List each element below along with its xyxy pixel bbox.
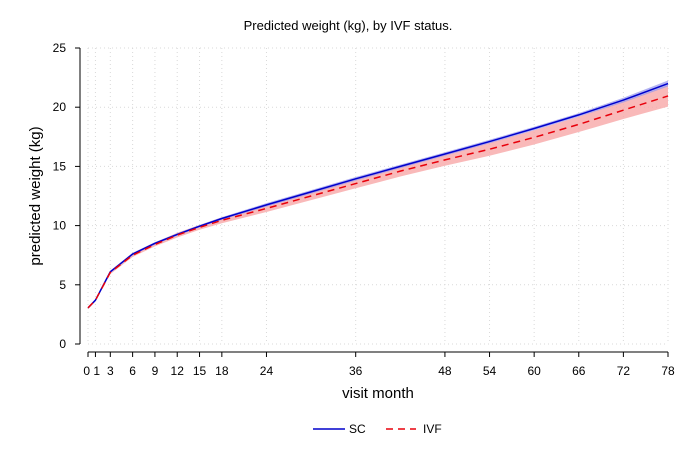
x-tick-label: 66 [572, 364, 586, 378]
y-tick-label: 15 [53, 159, 67, 173]
x-tick-label: 12 [171, 364, 185, 378]
x-tick-label: 60 [527, 364, 541, 378]
x-tick-label: 0 [83, 364, 90, 378]
y-tick-label: 20 [53, 100, 67, 114]
x-tick-label: 72 [617, 364, 631, 378]
legend-label-sc: SC [349, 422, 366, 436]
chart-title: Predicted weight (kg), by IVF status. [244, 18, 453, 33]
series-line-layer [87, 82, 669, 309]
legend-label-ivf: IVF [423, 422, 442, 436]
grid-layer [87, 47, 669, 345]
ci-band-ivf [88, 85, 668, 310]
axis-layer [79, 48, 668, 353]
series-line-ivf [87, 95, 669, 309]
x-axis-label: visit month [342, 385, 414, 402]
x-tick-label: 3 [107, 364, 114, 378]
x-tick-label: 18 [215, 364, 229, 378]
x-tick-label: 78 [661, 364, 675, 378]
y-axis-label: predicted weight (kg) [27, 126, 44, 265]
x-tick-label: 15 [193, 364, 207, 378]
y-tick-label: 5 [59, 278, 66, 292]
x-tick-label: 48 [438, 364, 452, 378]
x-tick-label: 1 [93, 364, 100, 378]
ci-band-layer [88, 80, 668, 310]
x-tick-label: 36 [349, 364, 363, 378]
y-tick-label: 25 [53, 41, 67, 55]
y-tick-label: 10 [53, 219, 67, 233]
ci-band-sc [88, 80, 668, 309]
x-tick-label: 9 [152, 364, 159, 378]
x-tick-label: 6 [129, 364, 136, 378]
y-tick-label: 0 [59, 337, 66, 351]
x-tick-label: 24 [260, 364, 274, 378]
x-tick-label: 54 [483, 364, 497, 378]
series-line-sc [87, 82, 669, 309]
legend: SC IVF [313, 422, 442, 436]
